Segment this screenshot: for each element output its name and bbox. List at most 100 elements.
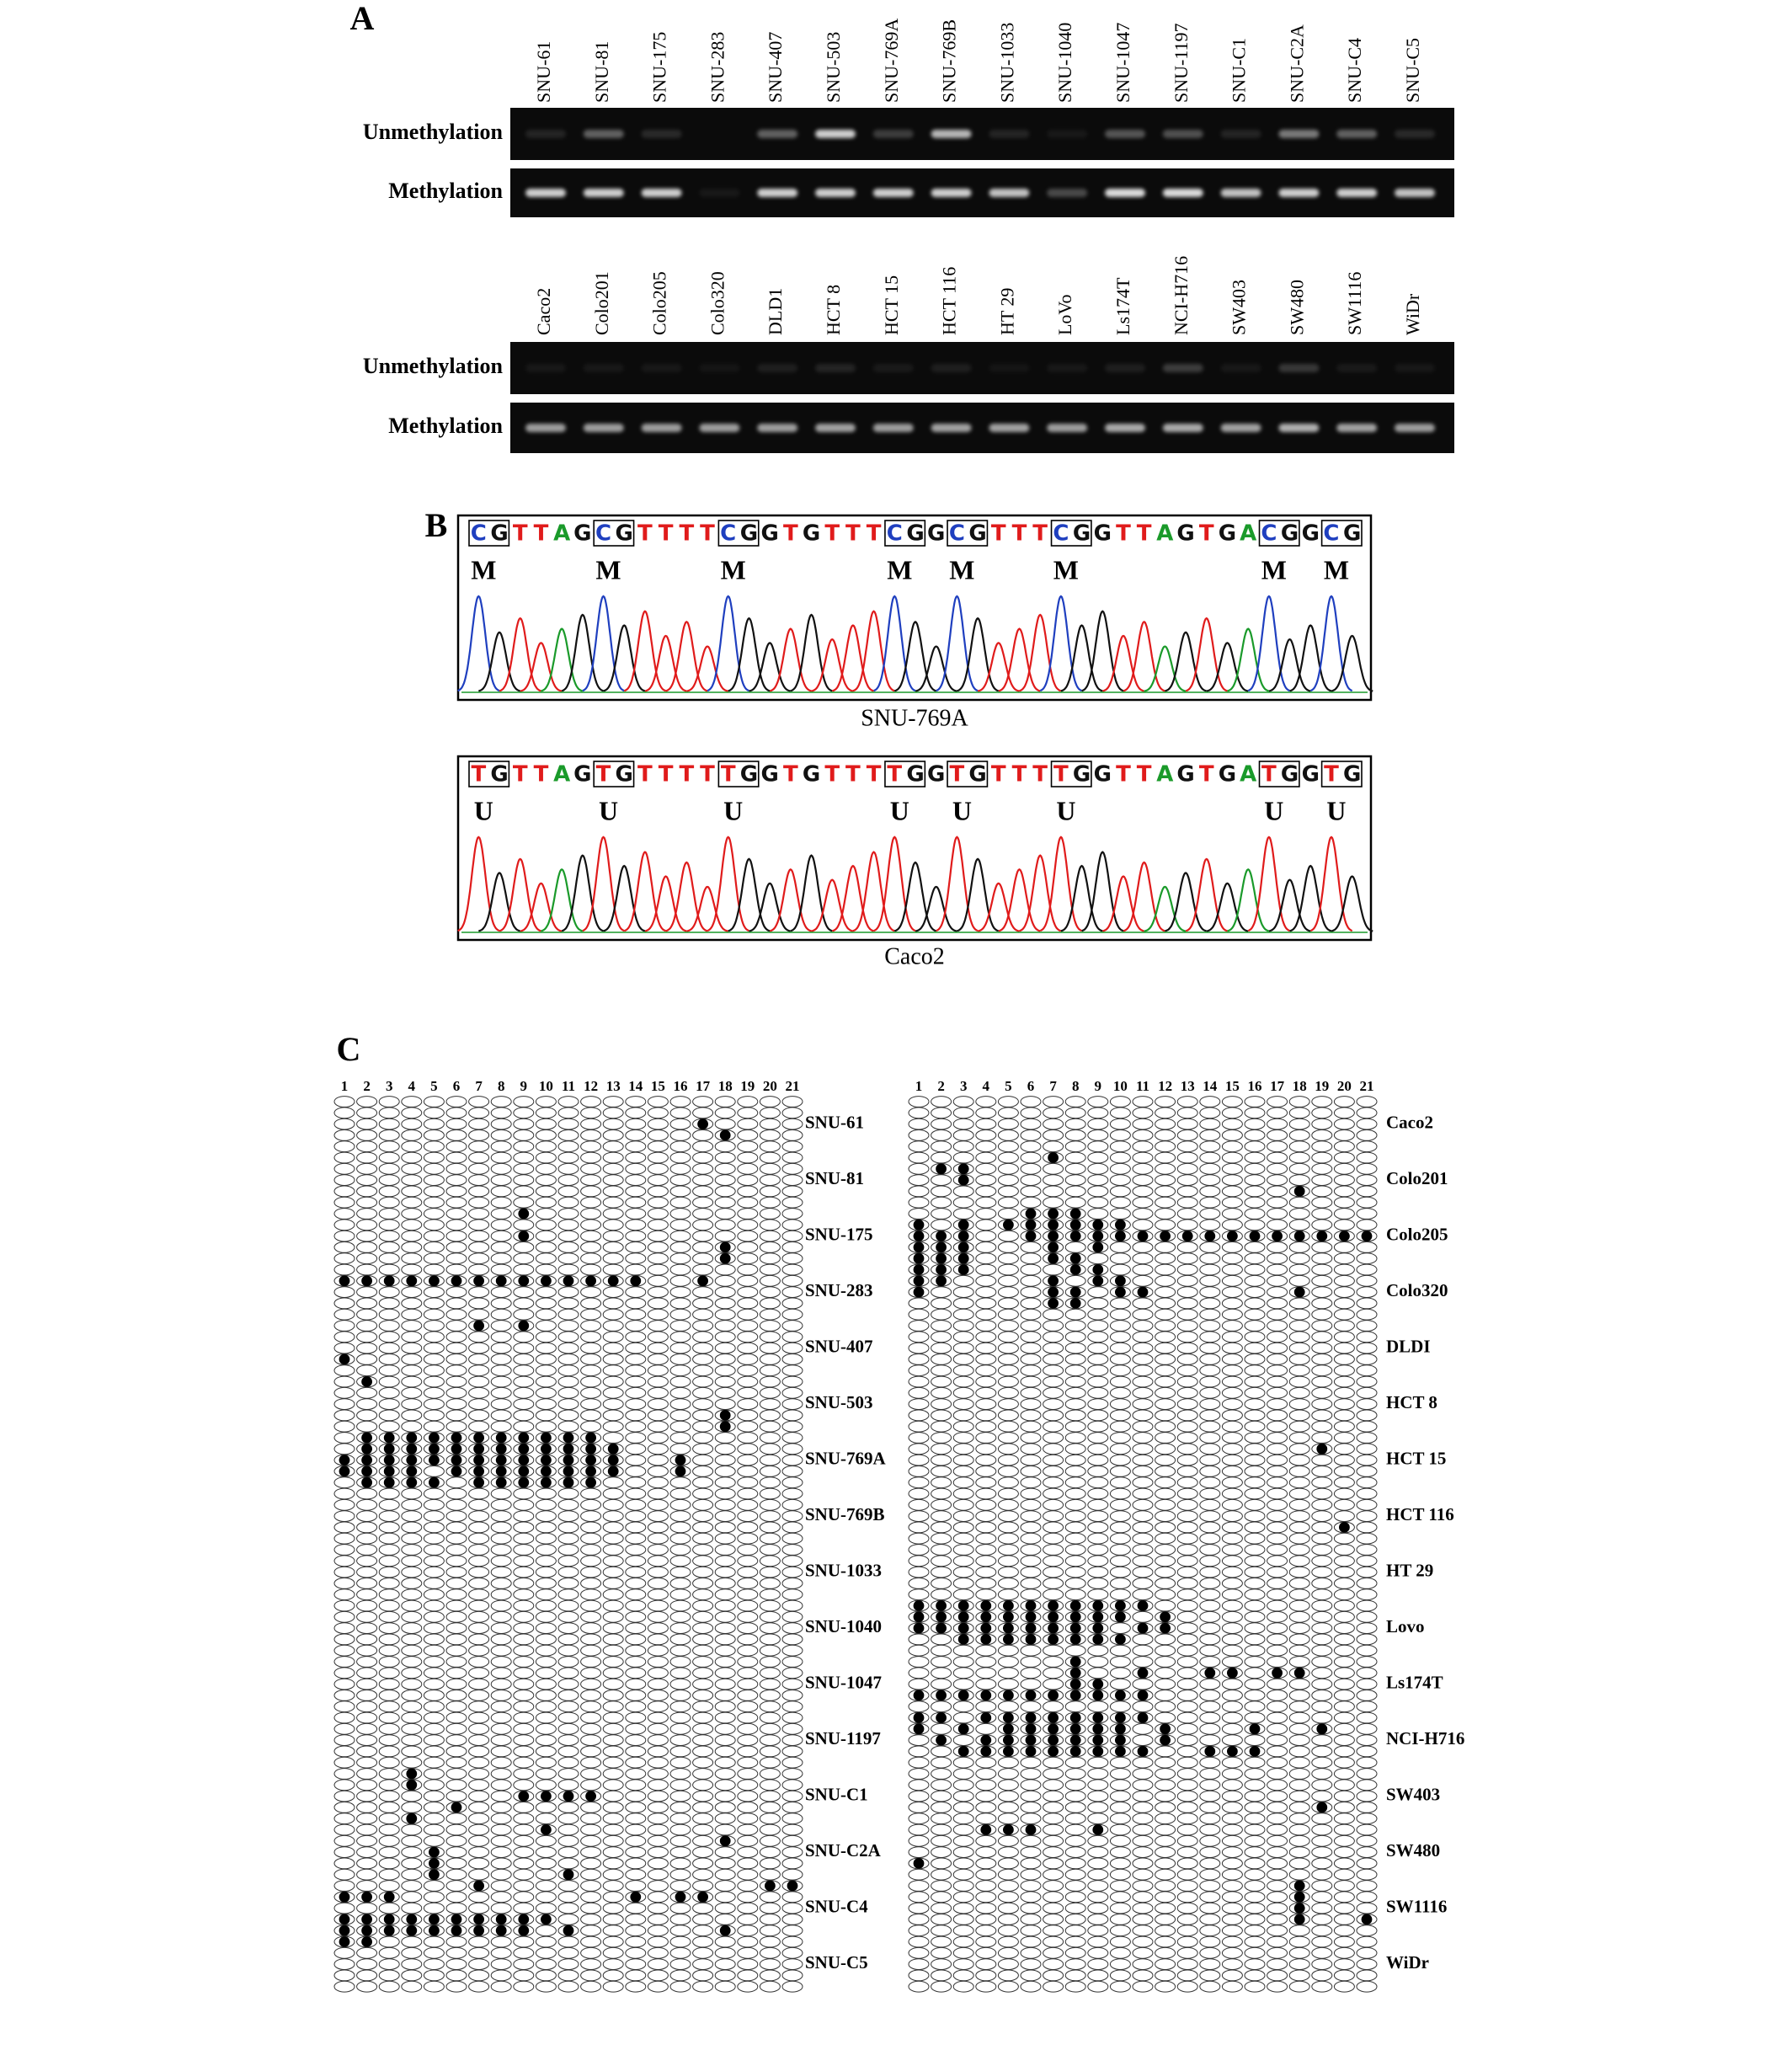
- cpg-site: [1221, 1868, 1243, 1881]
- cpg-site: [1043, 1958, 1064, 1971]
- cpg-site: [692, 1914, 714, 1925]
- cpg-site: [625, 1578, 647, 1589]
- cpg-site: [647, 1129, 669, 1141]
- cpg-site: [602, 1521, 624, 1534]
- cpg-site: [1288, 1487, 1310, 1500]
- cpg-site: [781, 1711, 803, 1724]
- lane-label: DLD1: [765, 288, 786, 335]
- cpg-site: [1132, 1454, 1154, 1466]
- methylated-site: [563, 1443, 574, 1455]
- methylated-site: [675, 1891, 686, 1903]
- cpg-site: [759, 1644, 781, 1657]
- methylated-site: [1160, 1723, 1171, 1735]
- cpg-site: [759, 1779, 781, 1791]
- cpg-site: [714, 1946, 736, 1959]
- trace-peak: [623, 851, 667, 932]
- cpg-site: [1109, 1443, 1131, 1455]
- cpg-site: [737, 1745, 759, 1758]
- trace-peak: [957, 857, 1000, 932]
- cpg-site: [378, 1230, 400, 1242]
- cpg-site: [1176, 1151, 1198, 1164]
- cpg-site: [1221, 1946, 1243, 1959]
- methylated-site: [1069, 1723, 1081, 1735]
- methylated-site: [429, 1275, 440, 1287]
- cpg-site: [468, 1241, 490, 1253]
- cpg-site: [557, 1386, 579, 1399]
- cpg-site: [490, 1734, 512, 1747]
- cpg-site: [1311, 1140, 1333, 1153]
- cpg-site: [401, 1834, 423, 1847]
- cpg-site: [759, 1610, 781, 1623]
- site-number: 1: [341, 1078, 349, 1094]
- cpg-site: [1132, 1375, 1154, 1388]
- cpg-site: [737, 1129, 759, 1141]
- cpg-site: [997, 1935, 1019, 1948]
- cpg-site: [1176, 1544, 1198, 1556]
- cpg-site: [759, 1622, 781, 1634]
- cpg-site: [1288, 1353, 1310, 1365]
- cpg-site: [513, 1690, 535, 1701]
- cpg-site: [997, 1656, 1019, 1668]
- cpg-site: [737, 1891, 759, 1903]
- cpg-site: [1109, 1263, 1131, 1276]
- cpg-site: [468, 1196, 490, 1209]
- cpg-site: [975, 1891, 997, 1903]
- cpg-site: [1288, 1711, 1310, 1724]
- cpg-site: [1199, 1252, 1221, 1265]
- methylated-site: [361, 1914, 372, 1925]
- cpg-site: [1087, 1588, 1109, 1601]
- cpg-site: [997, 1297, 1019, 1310]
- gel-band: [1162, 424, 1203, 432]
- cpg-site: [647, 1857, 669, 1870]
- cpg-site: [602, 1107, 624, 1119]
- cpg-site: [445, 1880, 467, 1892]
- cpg-site: [468, 1935, 490, 1948]
- cpg-site: [625, 1633, 647, 1646]
- cpg-site: [1356, 1588, 1378, 1601]
- trace-peak: [811, 638, 854, 692]
- cpg-site: [975, 1678, 997, 1690]
- cpg-site: [908, 1880, 930, 1892]
- methylated-site: [1115, 1286, 1126, 1298]
- cpg-site: [737, 1599, 759, 1612]
- cpg-site: [513, 1656, 535, 1668]
- cpg-site: [1244, 1857, 1266, 1870]
- cpg-site: [1333, 1274, 1355, 1287]
- cpg-site: [1267, 1779, 1288, 1791]
- cpg-site: [1176, 1756, 1198, 1769]
- cpg-site: [692, 1532, 714, 1545]
- cpg-site: [931, 1532, 952, 1545]
- base: G: [1073, 521, 1091, 547]
- cpg-site: [647, 1487, 669, 1500]
- methylated-site: [563, 1476, 574, 1488]
- cpg-site: [513, 1935, 535, 1948]
- cpg-site: [1288, 1532, 1310, 1545]
- cpg-site: [781, 1857, 803, 1870]
- cpg-site: [1176, 1219, 1198, 1231]
- cpg-site: [378, 1610, 400, 1623]
- methylated-site: [913, 1286, 925, 1298]
- base: T: [845, 762, 861, 787]
- cpg-site: [1087, 1521, 1109, 1534]
- lane-label: Caco2: [533, 288, 554, 335]
- cpg-site: [931, 1935, 952, 1948]
- cpg-site: [692, 1454, 714, 1466]
- cpg-site: [908, 1745, 930, 1758]
- methylated-site: [406, 1768, 418, 1780]
- cpg-site: [557, 1208, 579, 1220]
- cpg-site: [1199, 1891, 1221, 1903]
- cpg-site: [468, 1162, 490, 1175]
- cpg-site: [647, 1454, 669, 1466]
- cpg-site: [423, 1230, 445, 1242]
- cpg-site: [1064, 1958, 1086, 1971]
- cpg-site: [1155, 1465, 1176, 1477]
- cpg-site: [557, 1487, 579, 1500]
- cpg-site: [401, 1532, 423, 1545]
- cpg-site: [781, 1252, 803, 1265]
- cpg-site: [997, 1140, 1019, 1153]
- cpg-site: [490, 1375, 512, 1388]
- cpg-site: [737, 1320, 759, 1332]
- cpg-site: [1087, 1768, 1109, 1780]
- trace-peak: [478, 631, 521, 692]
- cpg-site: [513, 1958, 535, 1971]
